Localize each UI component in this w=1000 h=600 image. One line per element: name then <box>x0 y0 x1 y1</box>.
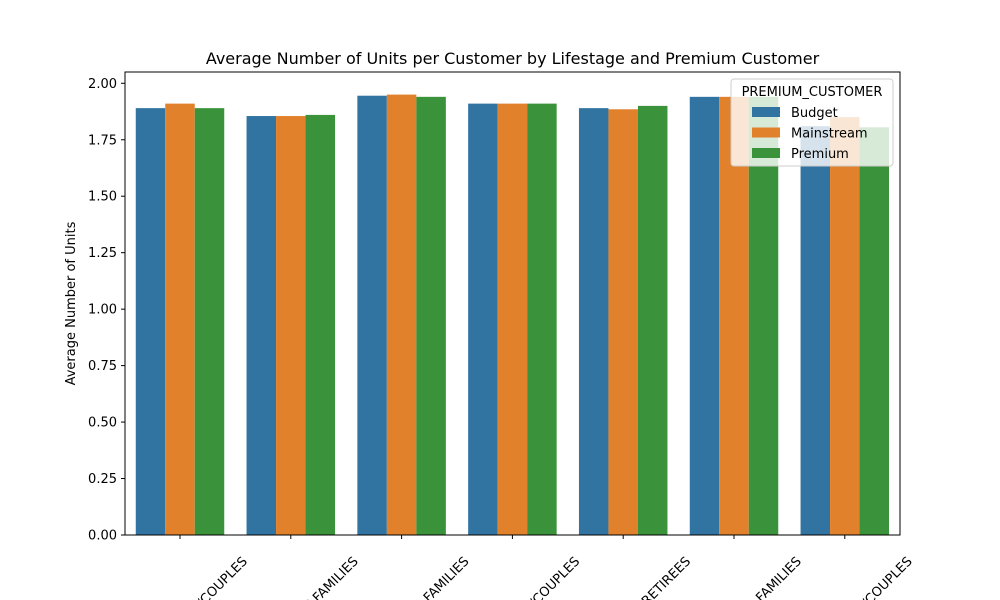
bar-premium-2 <box>416 96 446 535</box>
bar-premium-3 <box>527 103 557 535</box>
legend-swatch-premium <box>752 148 780 158</box>
legend-swatch-mainstream <box>752 127 780 138</box>
bar-mainstream-0 <box>165 103 195 535</box>
legend-frame <box>730 78 894 167</box>
bar-premium-4 <box>637 105 668 535</box>
bar-mainstream-4 <box>608 109 638 535</box>
bar-budget-4 <box>578 108 609 535</box>
legend-label-premium: Premium <box>791 147 849 162</box>
bar-budget-6 <box>800 126 831 535</box>
chart-title: Average Number of Units per Customer by … <box>206 49 820 68</box>
bar-budget-5 <box>689 96 720 535</box>
legend-title: PREMIUM_CUSTOMER <box>742 85 883 100</box>
bar-premium-6 <box>859 127 890 535</box>
x-tick-label: RETIREES <box>639 554 694 600</box>
x-tick-label: G FAMILIES <box>743 554 805 600</box>
legend: PREMIUM_CUSTOMER Budget Mainstream Premium <box>730 78 894 167</box>
y-ticks-group: 0.00 0.25 0.50 0.75 1.00 1.25 1.50 1.75 2.00 <box>88 77 125 544</box>
y-tick-label: 0.75 <box>88 359 117 374</box>
bar-premium-1 <box>305 114 336 535</box>
bar-budget-1 <box>246 116 277 535</box>
bar-mainstream-3 <box>497 103 528 535</box>
y-tick-label: 1.00 <box>88 303 117 318</box>
y-tick-label: 0.50 <box>88 416 117 431</box>
y-tick-label: 1.50 <box>88 190 117 205</box>
y-tick-label: 2.00 <box>88 77 117 92</box>
bar-budget-3 <box>468 103 498 535</box>
y-axis-label: Average Number of Units <box>64 221 79 385</box>
x-tick-label: R FAMILIES <box>412 554 473 600</box>
bar-premium-5 <box>748 96 779 535</box>
bar-premium-0 <box>194 108 225 535</box>
bar-mainstream-5 <box>719 96 749 535</box>
y-tick-label: 1.25 <box>88 246 117 261</box>
y-tick-label: 0.25 <box>88 472 117 487</box>
bar-mainstream-2 <box>386 94 417 535</box>
bar-mainstream-1 <box>276 116 306 535</box>
y-tick-label: 1.75 <box>88 133 117 148</box>
x-tick-label: S/COUPLES <box>853 554 915 600</box>
legend-label-mainstream: Mainstream <box>791 127 868 142</box>
x-ticks-group: S/COUPLES W FAMILIES R FAMILIES S/COUPLES RE… <box>179 535 916 600</box>
legend-label-budget: Budget <box>791 106 838 121</box>
bar-budget-0 <box>135 108 166 535</box>
bar-mainstream-6 <box>830 117 860 535</box>
legend-items: Budget Mainstream Premium <box>752 106 868 162</box>
legend-swatch-budget <box>752 107 780 117</box>
bar-budget-2 <box>357 95 387 535</box>
y-tick-label: 0.00 <box>88 529 117 544</box>
bars-group <box>135 94 890 535</box>
x-tick-label: S/COUPLES <box>189 554 251 600</box>
x-tick-label: W FAMILIES <box>298 554 361 600</box>
x-tick-label: S/COUPLES <box>521 554 583 600</box>
